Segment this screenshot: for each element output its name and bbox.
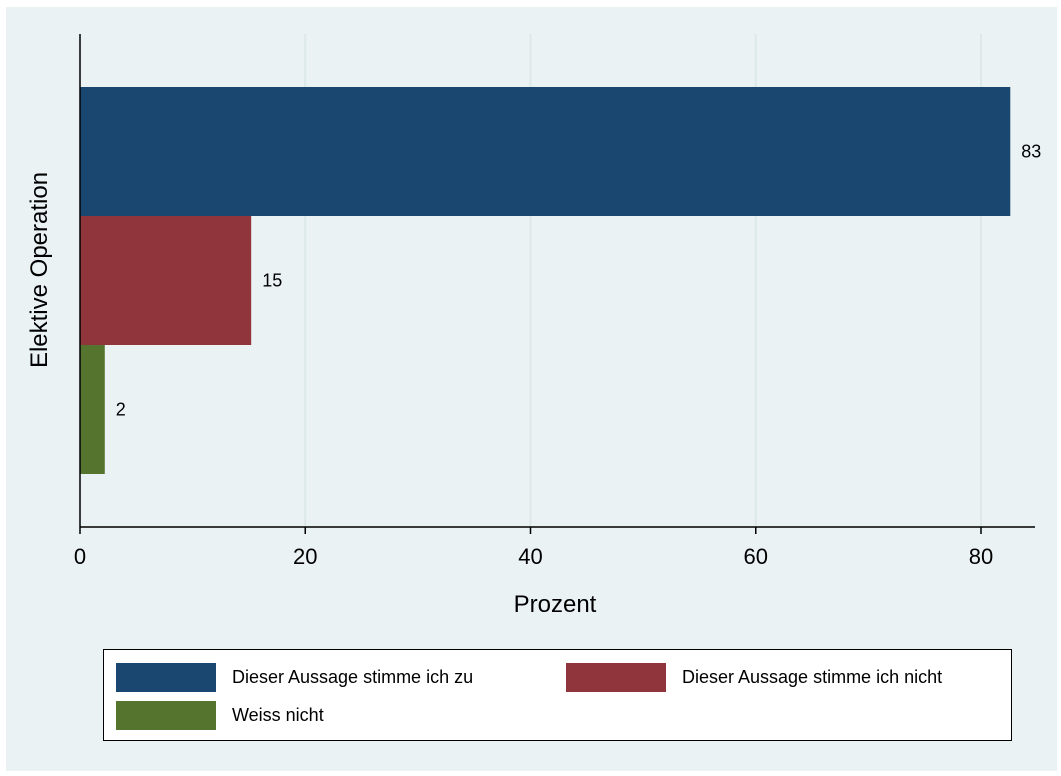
bars: 83 15 2 — [80, 87, 1041, 474]
legend-item-weiss: Weiss nicht — [116, 701, 324, 730]
legend: Dieser Aussage stimme ich zu Dieser Auss… — [103, 649, 1012, 741]
x-tick-label: 20 — [293, 544, 317, 569]
legend-swatch — [566, 663, 666, 692]
legend-item-nicht: Dieser Aussage stimme ich nicht — [566, 663, 942, 692]
legend-swatch — [116, 701, 216, 730]
legend-swatch — [116, 663, 216, 692]
y-axis-title: Elektive Operation — [26, 172, 53, 368]
bar — [80, 345, 105, 474]
legend-label: Dieser Aussage stimme ich zu — [232, 667, 474, 687]
bar-value-label: 83 — [1021, 142, 1041, 162]
x-tick-label: 80 — [969, 544, 993, 569]
x-tick-label: 40 — [518, 544, 542, 569]
x-tick-label: 0 — [74, 544, 86, 569]
bar-value-label: 2 — [116, 400, 126, 420]
bar — [80, 87, 1011, 216]
legend-label: Weiss nicht — [232, 705, 324, 725]
bar-value-label: 15 — [262, 271, 282, 291]
x-axis-title: Prozent — [514, 591, 597, 618]
axes: 0 20 40 60 80 — [74, 34, 1035, 569]
bar — [80, 216, 252, 345]
legend-label: Dieser Aussage stimme ich nicht — [682, 667, 943, 687]
x-tick-label: 60 — [744, 544, 768, 569]
legend-item-zu: Dieser Aussage stimme ich zu — [116, 663, 473, 692]
